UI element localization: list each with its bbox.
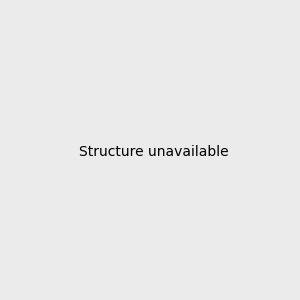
Text: Structure unavailable: Structure unavailable xyxy=(79,145,229,158)
